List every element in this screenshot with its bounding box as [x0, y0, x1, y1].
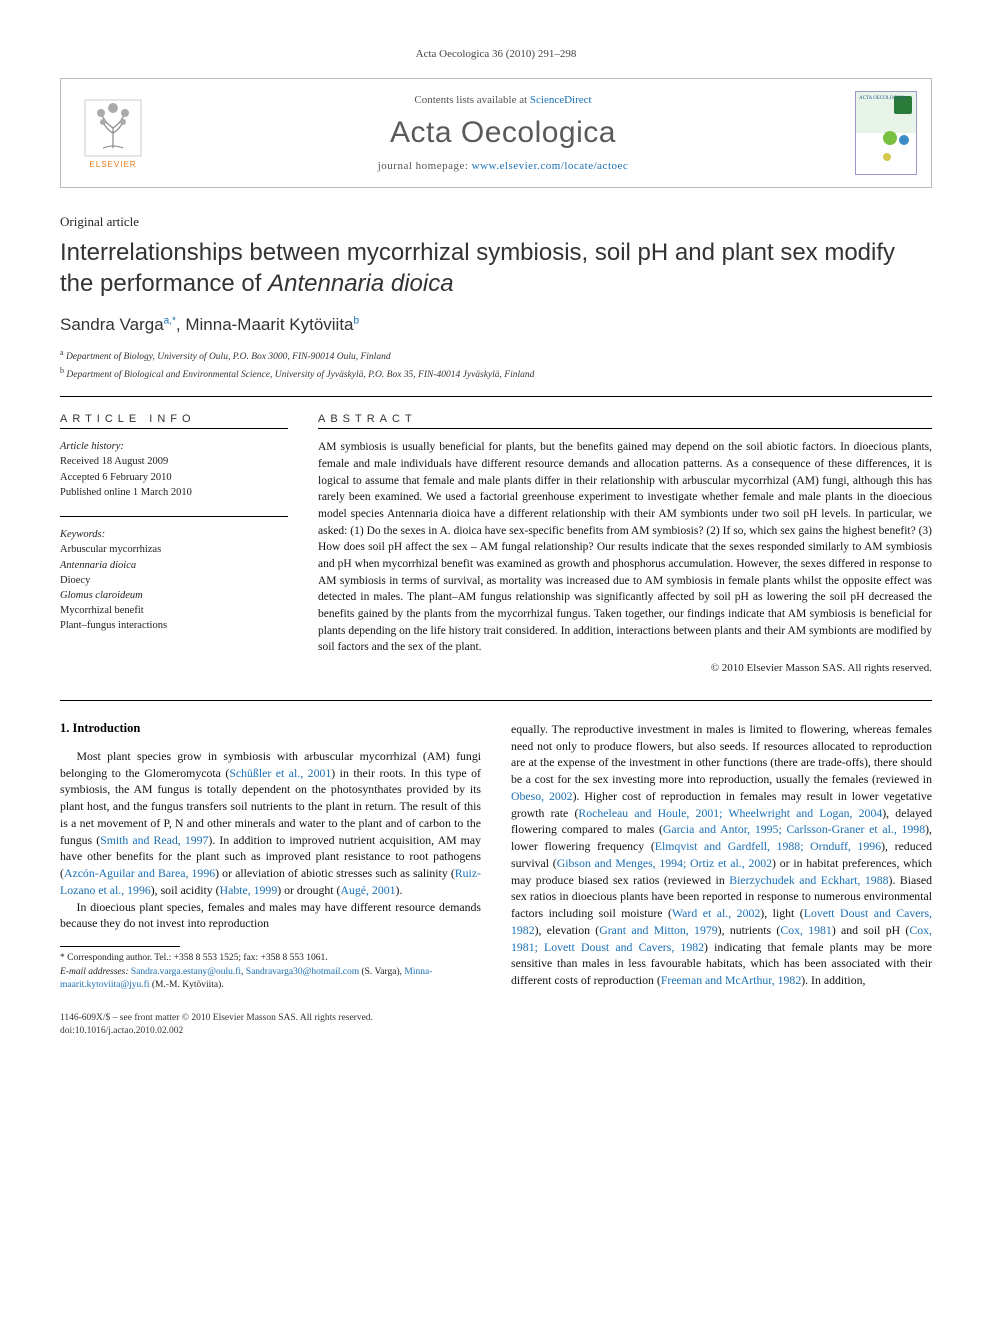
published-date: Published online 1 March 2010 — [60, 485, 288, 500]
footer-copyright: 1146-609X/$ – see front matter © 2010 El… — [60, 1012, 932, 1025]
intro-para-2-cont: equally. The reproductive investment in … — [511, 721, 932, 989]
author-2: Minna-Maarit Kytöviita — [185, 315, 353, 334]
body-divider — [60, 700, 932, 701]
intro-heading: 1. Introduction — [60, 721, 481, 736]
footnote-rule — [60, 946, 180, 947]
corresponding-author: * Corresponding author. Tel.: +358 8 553… — [60, 952, 481, 965]
keyword-5: Mycorrhizal benefit — [60, 603, 288, 618]
abstract-text: AM symbiosis is usually beneficial for p… — [318, 439, 932, 656]
title-species: Antennaria dioica — [268, 270, 453, 297]
article-type: Original article — [60, 214, 932, 230]
intro-text-left: Most plant species grow in symbiosis wit… — [60, 748, 481, 932]
article-info-heading: ARTICLE INFO — [60, 413, 288, 425]
abstract-copyright: © 2010 Elsevier Masson SAS. All rights r… — [318, 662, 932, 674]
info-abstract-row: ARTICLE INFO Article history: Received 1… — [60, 413, 932, 674]
ref-link[interactable]: Obeso, 2002 — [511, 789, 573, 803]
title-plain: Interrelationships between mycorrhizal s… — [60, 239, 895, 297]
sciencedirect-link[interactable]: ScienceDirect — [530, 94, 592, 106]
email-name-1: (S. Varga), — [361, 967, 402, 977]
history-label: Article history: — [60, 439, 288, 454]
ref-link[interactable]: Freeman and McArthur, 1982 — [661, 973, 801, 987]
body-two-column: 1. Introduction Most plant species grow … — [60, 721, 932, 992]
contents-prefix: Contents lists available at — [414, 94, 529, 106]
keyword-4: Glomus claroideum — [60, 588, 288, 603]
affiliation-a: a Department of Biology, University of O… — [60, 347, 932, 364]
intro-para-1: Most plant species grow in symbiosis wit… — [60, 748, 481, 899]
intro-text-right: equally. The reproductive investment in … — [511, 721, 932, 989]
running-head: Acta Oecologica 36 (2010) 291–298 — [60, 48, 932, 60]
ref-link[interactable]: Rocheleau and Houle, 2001; Wheelwright a… — [578, 806, 882, 820]
email-link-1[interactable]: Sandra.varga.estany@oulu.fi — [131, 967, 241, 977]
section-divider — [60, 396, 932, 397]
banner-center: Contents lists available at ScienceDirec… — [169, 94, 837, 172]
ref-link[interactable]: Grant and Mitton, 1979 — [599, 923, 717, 937]
body-column-left: 1. Introduction Most plant species grow … — [60, 721, 481, 992]
abstract-heading: ABSTRACT — [318, 413, 932, 425]
keyword-3: Dioecy — [60, 573, 288, 588]
ref-link[interactable]: Schüßler et al., 2001 — [229, 766, 331, 780]
email-name-2: (M.-M. Kytöviita). — [152, 980, 224, 990]
ref-link[interactable]: Gibson and Menges, 1994; Ortiz et al., 2… — [557, 856, 772, 870]
page-footer: 1146-609X/$ – see front matter © 2010 El… — [60, 1012, 932, 1039]
keyword-2: Antennaria dioica — [60, 558, 288, 573]
footer-doi: doi:10.1016/j.actao.2010.02.002 — [60, 1025, 932, 1038]
elsevier-label: ELSEVIER — [89, 160, 136, 169]
contents-available-line: Contents lists available at ScienceDirec… — [169, 94, 837, 106]
ref-link[interactable]: Augé, 2001 — [340, 883, 395, 897]
homepage-line: journal homepage: www.elsevier.com/locat… — [169, 160, 837, 172]
ref-link[interactable]: Ward et al., 2002 — [672, 906, 760, 920]
ref-link[interactable]: Bierzychudek and Eckhart, 1988 — [729, 873, 888, 887]
intro-para-2: In dioecious plant species, females and … — [60, 899, 481, 933]
article-history-block: Article history: Received 18 August 2009… — [60, 439, 288, 500]
body-column-right: equally. The reproductive investment in … — [511, 721, 932, 992]
ref-link[interactable]: Cox, 1981 — [780, 923, 832, 937]
keywords-block: Keywords: Arbuscular mycorrhizas Antenna… — [60, 527, 288, 634]
homepage-prefix: journal homepage: — [378, 160, 472, 172]
elsevier-tree-icon — [83, 98, 143, 158]
heading-rule — [318, 428, 932, 429]
ref-link[interactable]: Smith and Read, 1997 — [100, 833, 208, 847]
ref-link[interactable]: Garcia and Antor, 1995; Carlsson-Graner … — [663, 822, 925, 836]
keywords-label: Keywords: — [60, 527, 288, 542]
heading-rule — [60, 428, 288, 429]
journal-name: Acta Oecologica — [169, 116, 837, 150]
ref-link[interactable]: Azcón-Aguilar and Barea, 1996 — [64, 866, 215, 880]
keyword-1: Arbuscular mycorrhizas — [60, 542, 288, 557]
article-info-column: ARTICLE INFO Article history: Received 1… — [60, 413, 288, 674]
email-line: E-mail addresses: Sandra.varga.estany@ou… — [60, 966, 481, 993]
article-title: Interrelationships between mycorrhizal s… — [60, 238, 932, 299]
author-2-sup: b — [354, 316, 360, 327]
cover-dots-icon — [882, 130, 910, 166]
author-1: Sandra Varga — [60, 315, 164, 334]
abstract-column: ABSTRACT AM symbiosis is usually benefic… — [318, 413, 932, 674]
received-date: Received 18 August 2009 — [60, 454, 288, 469]
ref-link[interactable]: Habte, 1999 — [220, 883, 278, 897]
elsevier-logo: ELSEVIER — [75, 89, 151, 177]
author-1-sup: a,* — [164, 316, 176, 327]
ref-link[interactable]: Elmqvist and Gardfell, 1988; Ornduff, 19… — [655, 839, 881, 853]
cover-title: ACTA OECOLOGICA — [859, 96, 906, 102]
heading-rule — [60, 516, 288, 517]
journal-banner: ELSEVIER Contents lists available at Sci… — [60, 78, 932, 188]
journal-cover-thumbnail: ACTA OECOLOGICA — [855, 91, 917, 175]
affiliations: a Department of Biology, University of O… — [60, 347, 932, 382]
footnotes-block: * Corresponding author. Tel.: +358 8 553… — [60, 952, 481, 992]
email-link-1b[interactable]: Sandravarga30@hotmail.com — [246, 967, 359, 977]
page-container: Acta Oecologica 36 (2010) 291–298 ELSEVI… — [0, 0, 992, 1079]
affiliation-b: b Department of Biological and Environme… — [60, 365, 932, 382]
email-label: E-mail addresses: — [60, 967, 129, 977]
authors-line: Sandra Vargaa,*, Minna-Maarit Kytöviitab — [60, 315, 932, 335]
accepted-date: Accepted 6 February 2010 — [60, 470, 288, 485]
keyword-6: Plant–fungus interactions — [60, 618, 288, 633]
homepage-link[interactable]: www.elsevier.com/locate/actoec — [472, 160, 629, 172]
